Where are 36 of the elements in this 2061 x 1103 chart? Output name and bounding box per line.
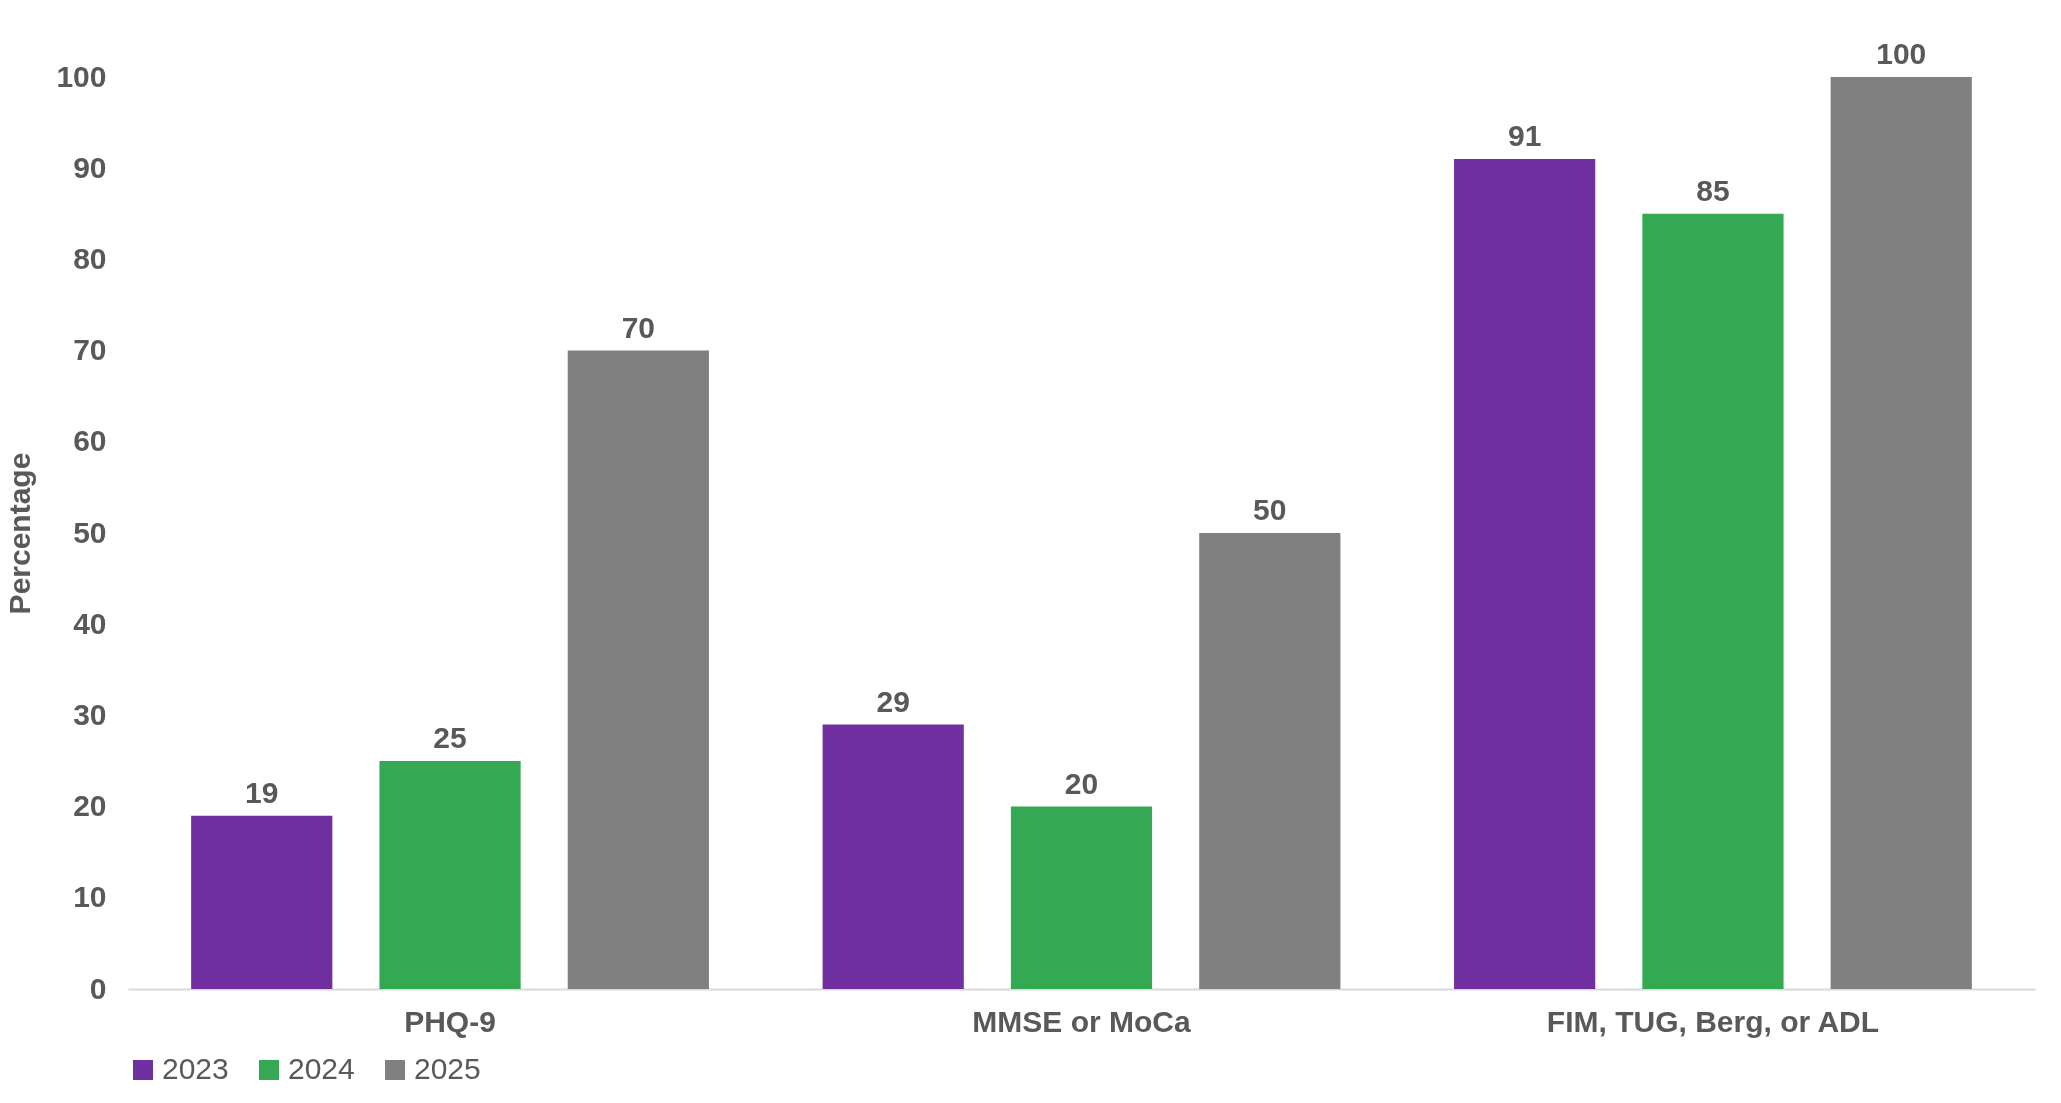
data-label: 100 [1876, 37, 1927, 70]
y-tick-label: 30 [73, 697, 107, 731]
bar [1830, 77, 1972, 989]
data-label: 85 [1696, 173, 1730, 207]
data-label: 70 [621, 310, 656, 344]
x-tick-label: PHQ-9 [404, 1004, 496, 1038]
x-tick-label: FIM, TUG, Berg, or ADL [1546, 1004, 1880, 1038]
y-tick-label: 0 [89, 971, 107, 1005]
y-tick-label: 10 [73, 880, 107, 914]
y-tick-label: 40 [73, 606, 107, 640]
y-tick-label: 90 [73, 150, 107, 184]
data-label: 50 [1253, 493, 1287, 526]
bar [191, 815, 333, 989]
y-tick-label: 20 [73, 789, 107, 823]
y-tick-label: 100 [56, 59, 107, 93]
y-tick-label: 70 [73, 333, 107, 367]
y-tick-label: 80 [73, 241, 107, 275]
bar [1010, 806, 1153, 989]
bar [1199, 533, 1341, 989]
data-label: 25 [433, 721, 467, 754]
data-label: 19 [245, 775, 279, 809]
bar [822, 724, 964, 989]
bar [1454, 159, 1596, 989]
data-label: 29 [876, 684, 910, 718]
legend-label: 2025 [414, 1052, 481, 1085]
bar [1642, 213, 1784, 989]
y-tick-label: 60 [73, 424, 107, 458]
bar [567, 350, 709, 989]
data-label: 91 [1507, 119, 1542, 153]
legend-label: 2024 [288, 1052, 355, 1085]
data-label: 20 [1064, 766, 1099, 800]
y-tick-label: 50 [73, 515, 107, 549]
x-tick-label: MMSE or MoCa [972, 1004, 1191, 1038]
legend-label: 2023 [162, 1052, 229, 1085]
y-axis-title: Percentage [3, 452, 37, 615]
bar [379, 761, 521, 989]
